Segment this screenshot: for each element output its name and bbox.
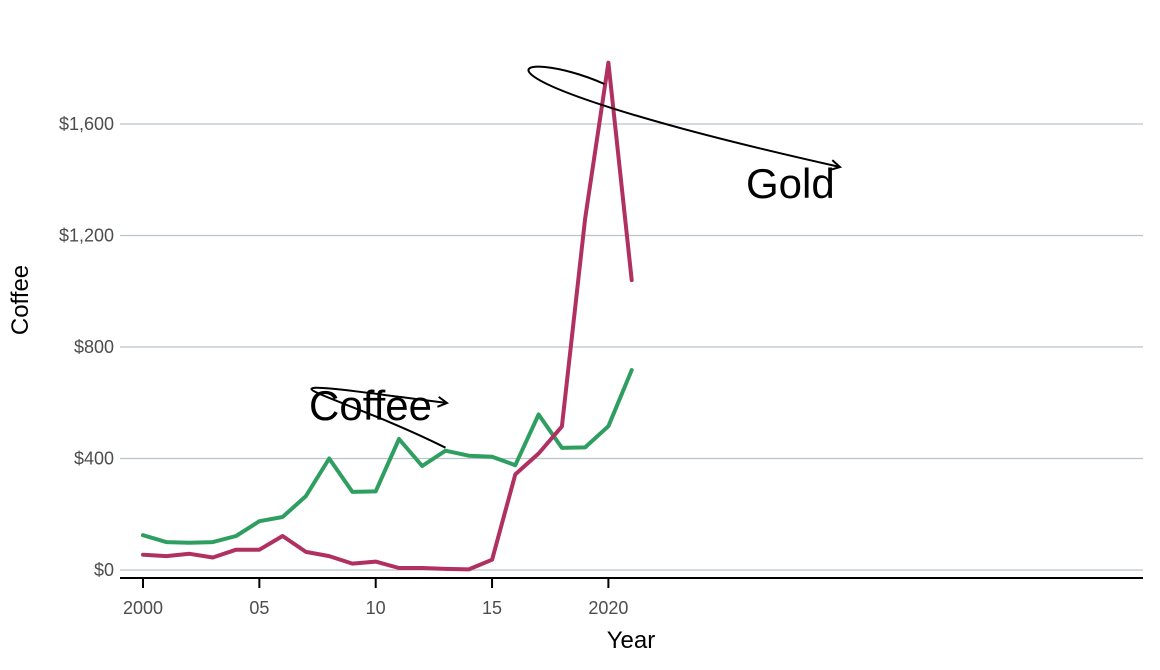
x-axis-tick-labels: 2000 05 10 15 2020 xyxy=(123,598,628,618)
x-axis-title: Year xyxy=(607,627,656,654)
gold-annotation-label: Gold xyxy=(746,160,835,207)
x-axis xyxy=(120,577,1143,588)
y-axis-tick-labels: $0 $400 $800 $1,200 $1,600 xyxy=(59,114,114,580)
gridlines xyxy=(120,123,1143,571)
y-tick-label: $400 xyxy=(74,449,114,469)
x-tick-label: 10 xyxy=(366,598,386,618)
x-tick-label: 05 xyxy=(249,598,269,618)
y-tick-label: $800 xyxy=(74,337,114,357)
series-line-gold xyxy=(141,60,634,572)
gold-annotation-arrow xyxy=(527,65,840,167)
coffee-annotation-arrow xyxy=(310,386,447,449)
series-line-coffee xyxy=(141,368,634,545)
y-tick-label: $1,200 xyxy=(59,226,114,246)
series-layer xyxy=(141,60,634,572)
annotations: Coffee Gold xyxy=(309,65,840,449)
coffee-annotation-label: Coffee xyxy=(309,382,432,429)
x-tick-label: 2000 xyxy=(123,598,163,618)
y-tick-label: $1,600 xyxy=(59,114,114,134)
x-tick-label: 2020 xyxy=(588,598,628,618)
y-tick-label: $0 xyxy=(94,560,114,580)
x-tick-label: 15 xyxy=(482,598,502,618)
y-axis-title: Coffee xyxy=(7,265,34,335)
